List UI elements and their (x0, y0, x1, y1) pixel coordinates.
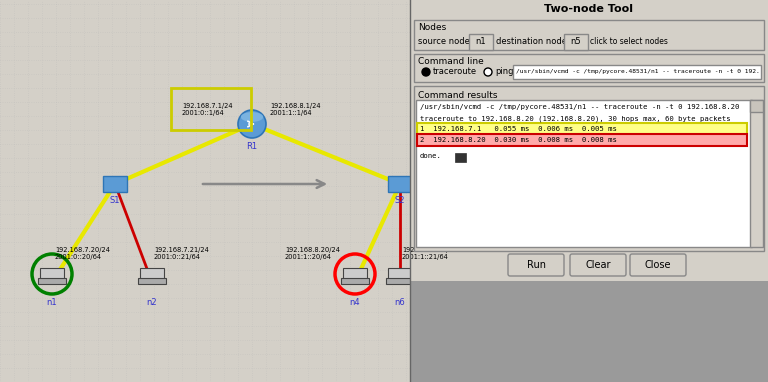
FancyBboxPatch shape (513, 65, 761, 79)
FancyBboxPatch shape (414, 20, 764, 50)
Text: ping: ping (495, 68, 514, 76)
Circle shape (423, 70, 429, 74)
Text: n1: n1 (475, 37, 486, 47)
FancyBboxPatch shape (508, 254, 564, 276)
Text: S1: S1 (110, 196, 121, 205)
FancyBboxPatch shape (455, 153, 465, 162)
FancyBboxPatch shape (141, 267, 164, 280)
Text: destination node: destination node (496, 37, 567, 47)
Text: n1: n1 (47, 298, 58, 307)
FancyBboxPatch shape (570, 254, 626, 276)
Text: 192.168.7.1/24
2001:0::1/64: 192.168.7.1/24 2001:0::1/64 (182, 103, 233, 116)
Text: 2  192.168.8.20  0.030 ms  0.008 ms  0.008 ms: 2 192.168.8.20 0.030 ms 0.008 ms 0.008 m… (420, 137, 617, 143)
Circle shape (484, 68, 492, 76)
Text: 192.168.7.21/24
2001:0::21/64: 192.168.7.21/24 2001:0::21/64 (154, 247, 209, 260)
FancyBboxPatch shape (414, 86, 764, 251)
Text: traceroute to 192.168.8.20 (192.168.8.20), 30 hops max, 60 byte packets: traceroute to 192.168.8.20 (192.168.8.20… (420, 115, 730, 121)
Ellipse shape (241, 112, 263, 122)
Text: n4: n4 (349, 298, 360, 307)
FancyBboxPatch shape (341, 278, 369, 284)
Text: source node: source node (418, 37, 470, 47)
Text: 192.168.7.20/24
2001:0::20/64: 192.168.7.20/24 2001:0::20/64 (55, 247, 110, 260)
FancyBboxPatch shape (417, 123, 747, 135)
Text: /usr/sbin/vcmd -c /tmp/pycore.48531/n1 -- traceroute -n -t 0 192.168.8.20: /usr/sbin/vcmd -c /tmp/pycore.48531/n1 -… (420, 104, 740, 110)
FancyBboxPatch shape (410, 0, 768, 18)
Circle shape (422, 68, 430, 76)
FancyBboxPatch shape (630, 254, 686, 276)
FancyBboxPatch shape (414, 54, 764, 82)
Text: 192.168.8.1/24
2001:1::1/64: 192.168.8.1/24 2001:1::1/64 (270, 103, 320, 116)
Text: Clear: Clear (585, 260, 611, 270)
FancyBboxPatch shape (750, 100, 763, 247)
FancyBboxPatch shape (389, 267, 412, 280)
FancyBboxPatch shape (137, 278, 167, 284)
FancyBboxPatch shape (410, 281, 768, 382)
Text: Two-node Tool: Two-node Tool (545, 4, 634, 14)
FancyBboxPatch shape (386, 278, 414, 284)
Text: /usr/sbin/vcmd -c /tmp/pycore.48531/n1 -- traceroute -n -t 0 192.: /usr/sbin/vcmd -c /tmp/pycore.48531/n1 -… (516, 70, 760, 74)
FancyBboxPatch shape (750, 100, 763, 112)
Text: done.: done. (420, 154, 442, 160)
Text: click to select nodes: click to select nodes (590, 37, 668, 47)
Text: n6: n6 (395, 298, 406, 307)
Text: n5: n5 (571, 37, 581, 47)
Text: 192.168.8.20/24
2001:1::20/64: 192.168.8.20/24 2001:1::20/64 (285, 247, 340, 260)
Text: Run: Run (527, 260, 545, 270)
Text: 1  192.168.7.1   0.055 ms  0.006 ms  0.005 ms: 1 192.168.7.1 0.055 ms 0.006 ms 0.005 ms (420, 126, 617, 132)
FancyBboxPatch shape (103, 176, 127, 192)
FancyBboxPatch shape (38, 278, 66, 284)
FancyBboxPatch shape (564, 34, 588, 50)
FancyBboxPatch shape (40, 267, 64, 280)
Text: n2: n2 (147, 298, 157, 307)
Circle shape (238, 110, 266, 138)
Text: Nodes: Nodes (418, 23, 446, 31)
Text: Command results: Command results (418, 92, 498, 100)
Text: S2: S2 (395, 196, 406, 205)
Text: R1: R1 (247, 142, 257, 151)
FancyBboxPatch shape (469, 34, 493, 50)
Text: Close: Close (645, 260, 671, 270)
FancyBboxPatch shape (416, 100, 752, 247)
Text: 192.168.8.21/24
2001:1::21/64: 192.168.8.21/24 2001:1::21/64 (402, 247, 457, 260)
FancyBboxPatch shape (417, 134, 747, 146)
FancyBboxPatch shape (388, 176, 412, 192)
FancyBboxPatch shape (343, 267, 366, 280)
Text: Command line: Command line (418, 58, 484, 66)
Text: traceroute: traceroute (433, 68, 477, 76)
